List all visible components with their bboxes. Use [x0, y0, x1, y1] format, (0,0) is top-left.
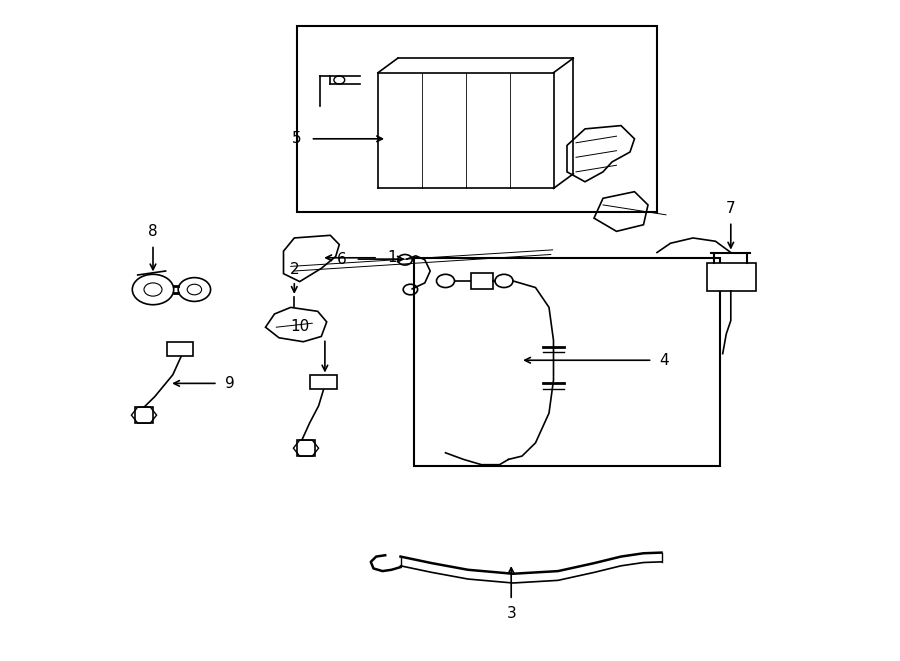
Bar	[471, 273, 493, 289]
Text: 7: 7	[726, 201, 735, 216]
Bar	[414, 258, 720, 466]
Text: 2: 2	[290, 262, 299, 277]
Bar	[297, 440, 315, 456]
Text: 8: 8	[148, 224, 157, 239]
Bar	[135, 407, 153, 423]
Bar	[706, 263, 756, 291]
Bar	[167, 342, 193, 356]
Bar	[297, 26, 657, 212]
Bar	[310, 375, 337, 389]
Text: 9: 9	[225, 376, 235, 391]
Text: 10: 10	[290, 319, 310, 334]
Text: 6: 6	[337, 252, 347, 266]
Text: 5: 5	[292, 132, 302, 146]
Text: 3: 3	[507, 606, 516, 621]
Text: 1: 1	[387, 251, 397, 265]
Text: 4: 4	[659, 353, 669, 368]
